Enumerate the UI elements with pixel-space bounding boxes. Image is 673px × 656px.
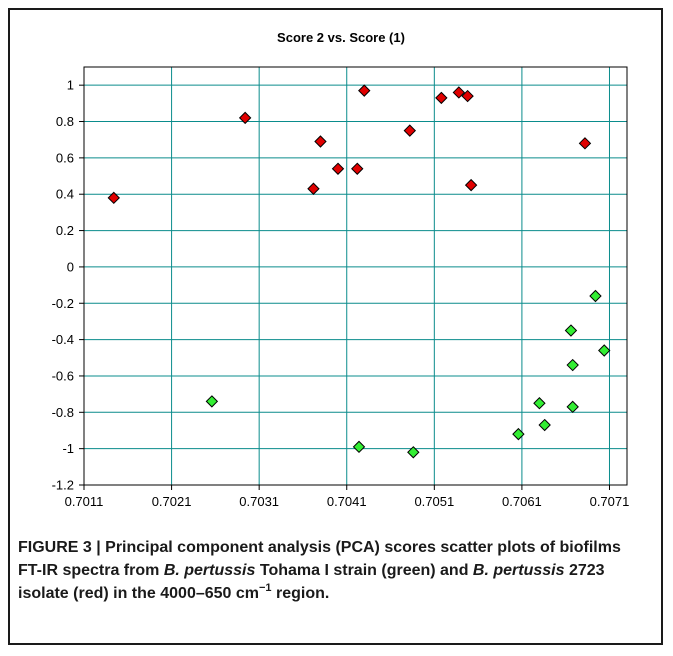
green-data-point	[589, 289, 602, 303]
caption-italic-2: B. pertussis	[472, 562, 565, 579]
red-data-point	[452, 86, 466, 99]
figure-caption: FIGURE 3 | Principal component analysis …	[18, 536, 648, 607]
red-data-point	[464, 178, 478, 192]
red-data-point	[238, 111, 252, 125]
tick-labels: 0.7011 0.7021 0.7031 0.7041 0.7051 0.7061 0.70…	[52, 78, 630, 509]
x-tick-label: 0.7051	[414, 494, 454, 509]
red-data-point	[435, 91, 448, 105]
red-data-point	[351, 162, 364, 175]
grid-lines	[79, 67, 627, 490]
x-tick-label: 0.7011	[65, 494, 104, 509]
red-data-point	[307, 182, 320, 195]
caption-text-2: Tohama I strain (green) and	[255, 562, 473, 579]
y-tick-label: -0.6	[52, 368, 74, 383]
y-tick-label: 0.4	[56, 187, 74, 202]
red-data-point	[358, 84, 371, 97]
y-tick-label: 1	[67, 78, 74, 93]
data-points	[107, 84, 611, 459]
y-tick-label: -1.2	[52, 478, 74, 493]
y-tick-label: -0.4	[52, 332, 74, 347]
green-data-point	[598, 344, 611, 357]
green-data-point	[352, 440, 366, 454]
green-data-point	[407, 446, 420, 459]
red-data-point	[578, 137, 592, 150]
green-data-point	[205, 395, 219, 408]
caption-label: FIGURE 3 |	[18, 539, 106, 556]
chart-title: Score 2 vs. Score (1)	[277, 30, 405, 45]
y-tick-label: -0.8	[52, 405, 74, 420]
x-tick-label: 0.7031	[239, 494, 279, 509]
y-tick-label: 0	[67, 259, 74, 274]
y-tick-label: -1	[62, 441, 74, 456]
red-data-point	[107, 191, 120, 205]
caption-text-4: region.	[271, 585, 330, 602]
caption-text-3: 2723 isolate (red) in the 4000–650 cm	[18, 562, 605, 602]
green-data-point	[566, 400, 579, 414]
green-data-point	[564, 324, 578, 337]
red-data-point	[403, 124, 417, 137]
x-tick-label: 0.7041	[327, 494, 367, 509]
figure-frame	[8, 8, 663, 645]
red-data-point	[314, 135, 327, 148]
x-tick-label: 0.7021	[152, 494, 192, 509]
red-data-point	[461, 89, 474, 103]
green-data-point	[538, 418, 551, 432]
y-tick-label: 0.2	[56, 223, 74, 238]
y-tick-label: 0.8	[56, 114, 74, 129]
y-tick-label: 0.6	[56, 150, 74, 165]
x-tick-label: 0.7061	[502, 494, 542, 509]
y-tick-label: -0.2	[52, 296, 74, 311]
red-data-point	[331, 162, 345, 175]
caption-italic-1: B. pertussis	[163, 562, 256, 579]
caption-superscript: −1	[259, 582, 272, 594]
plot-area-border	[83, 66, 628, 486]
caption-text-1: Principal component analysis (PCA) score…	[18, 539, 621, 579]
green-data-point	[566, 358, 579, 372]
x-tick-label: 0.7071	[590, 494, 630, 509]
green-data-point	[533, 397, 546, 410]
green-data-point	[512, 427, 525, 441]
